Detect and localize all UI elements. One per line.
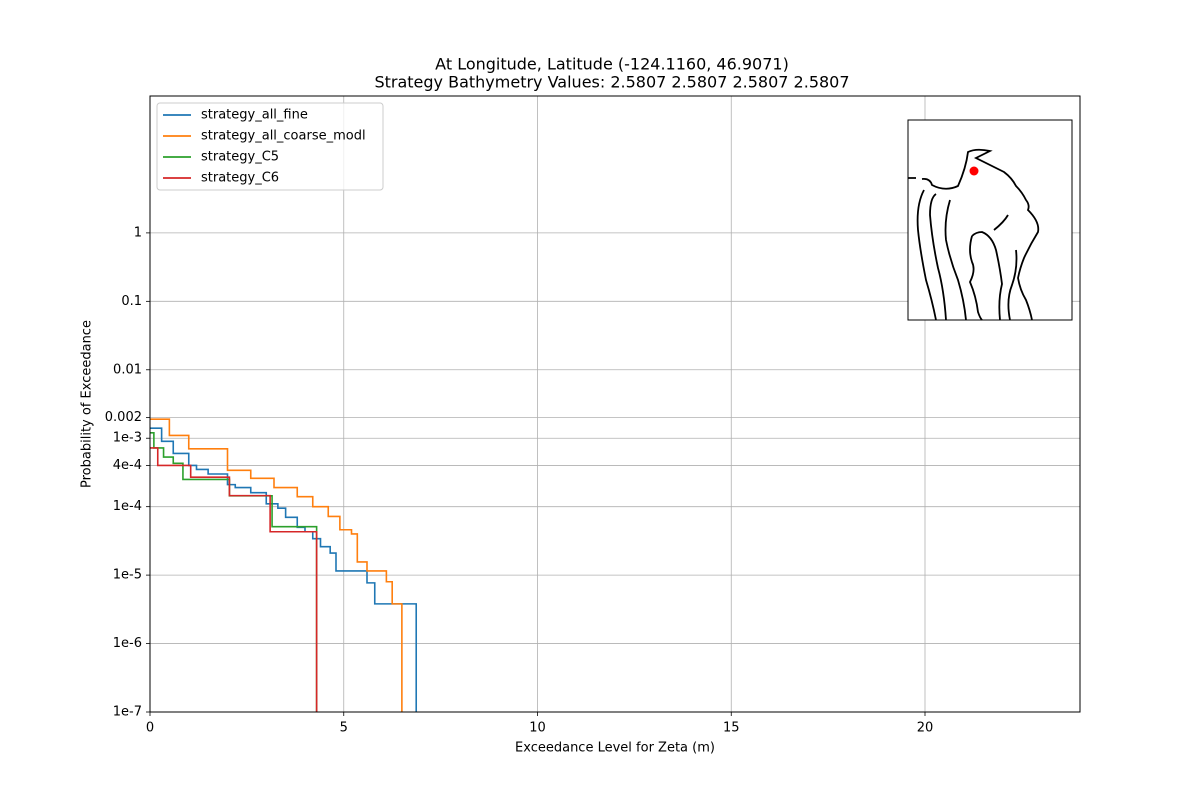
series-line [150,427,418,712]
series-line [150,447,318,712]
x-tick-label: 0 [146,721,154,736]
y-axis-label: Probability of Exceedance [80,320,95,488]
x-tick-label: 15 [723,721,740,736]
y-tick-label: 4e-4 [113,458,142,473]
chart-subtitle: Strategy Bathymetry Values: 2.5807 2.580… [374,73,849,92]
y-tick-label: 1e-7 [113,705,142,720]
y-tick-label: 1 [134,225,142,240]
y-tick-label: 0.01 [113,362,142,377]
lines [150,418,418,712]
x-tick-label: 5 [340,721,348,736]
legend: strategy_all_fine strategy_all_coarse_mod… [156,102,384,191]
chart-title: At Longitude, Latitude (-124.1160, 46.90… [435,55,789,74]
legend-label: strategy_all_coarse_modl [201,129,366,144]
y-tick-label: 1e-5 [113,568,142,583]
y-tick-label: 1e-3 [113,431,142,446]
y-tick-label: 1e-4 [113,499,142,514]
x-axis-label: Exceedance Level for Zeta (m) [515,741,715,756]
plot-frame [149,95,1081,713]
inset-frame [907,119,1073,321]
legend-box [156,102,384,191]
grid [149,96,1080,713]
legend-label: strategy_all_fine [201,108,308,123]
y-tick-label: 1e-6 [113,636,142,651]
x-tick-label: 20 [917,721,934,736]
location-marker [969,166,979,176]
legend-label: strategy_C6 [201,171,279,186]
y-tick-label: 0.002 [105,410,142,425]
coastline [908,148,1040,321]
x-tick-label: 10 [529,721,546,736]
series-line [150,418,403,712]
legend-label: strategy_C5 [201,150,279,165]
y-tick-label: 0.1 [121,294,142,309]
inset-map [907,119,1073,321]
